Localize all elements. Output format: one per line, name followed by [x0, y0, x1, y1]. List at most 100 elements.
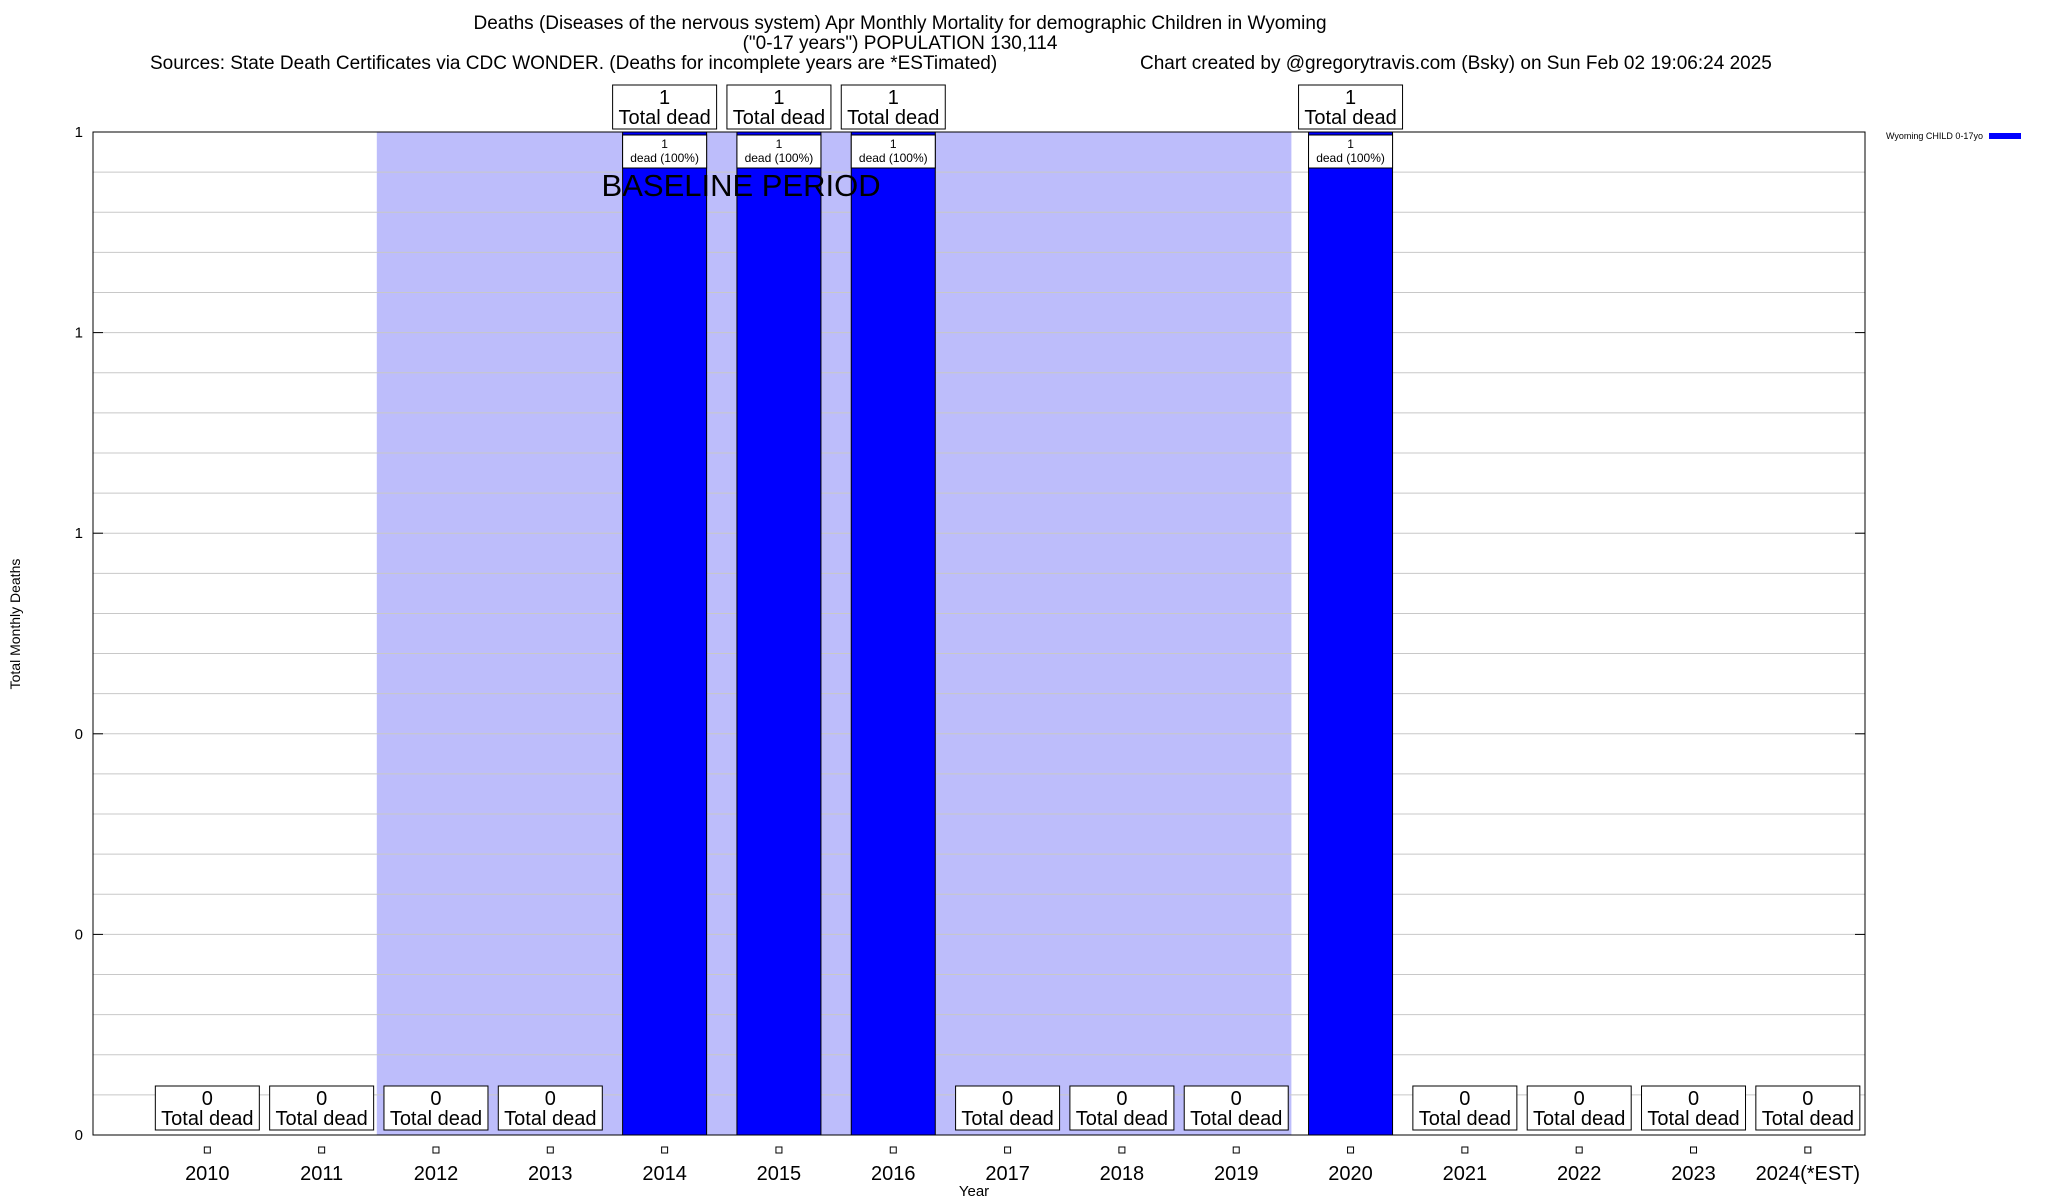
plot-frame — [92, 131, 1866, 1136]
bar-label-text: dead (100%) — [859, 151, 928, 165]
bar — [850, 131, 936, 1136]
bar-label-value: 1 — [661, 137, 668, 151]
total-label-box — [1183, 1085, 1289, 1131]
total-label-value: 1 — [659, 87, 670, 109]
total-label-value: 0 — [316, 1088, 327, 1110]
total-label-text: Total dead — [390, 1108, 482, 1130]
total-label-box — [1641, 1085, 1747, 1131]
total-label-box — [269, 1085, 375, 1131]
total-label-value: 0 — [1802, 1088, 1813, 1110]
x-tick-label: 2012 — [414, 1163, 459, 1185]
total-label-text: Total dead — [504, 1108, 596, 1130]
x-tick-label: 2014 — [642, 1163, 687, 1185]
x-tick-marker — [1690, 1146, 1698, 1154]
total-label-box — [1298, 84, 1404, 130]
x-tick-marker — [1118, 1146, 1126, 1154]
chart-subtitle: ("0-17 years") POPULATION 130,114 — [742, 33, 1058, 54]
total-label-box — [383, 1085, 489, 1131]
x-tick-marker — [1804, 1146, 1812, 1154]
legend-label: Wyoming CHILD 0-17yo — [1886, 131, 1983, 141]
total-label-text: Total dead — [1647, 1108, 1739, 1130]
x-tick-label: 2020 — [1328, 1163, 1373, 1185]
bar-label-value: 1 — [890, 137, 897, 151]
bar-label-box — [622, 134, 708, 169]
total-label-value: 0 — [545, 1088, 556, 1110]
bar-label-box — [1308, 134, 1394, 169]
total-label-value: 0 — [1459, 1088, 1470, 1110]
total-label-box — [726, 84, 832, 130]
y-axis-title: Total Monthly Deaths — [7, 558, 23, 690]
bar-label-value: 1 — [776, 137, 783, 151]
total-label-value: 0 — [430, 1088, 441, 1110]
total-label-text: Total dead — [1533, 1108, 1625, 1130]
total-label-text: Total dead — [1304, 107, 1396, 129]
total-label-box — [840, 84, 946, 130]
x-tick-label: 2013 — [528, 1163, 573, 1185]
total-label-value: 0 — [1116, 1088, 1127, 1110]
total-label-text: Total dead — [161, 1108, 253, 1130]
total-label-box — [1412, 1085, 1518, 1131]
x-tick-marker — [432, 1146, 440, 1154]
total-label-value: 1 — [1345, 87, 1356, 109]
x-tick-label: 2021 — [1443, 1163, 1488, 1185]
credit-note: Chart created by @gregorytravis.com (Bsk… — [1140, 53, 1772, 74]
baseline-label: BASELINE PERIOD — [602, 168, 881, 203]
baseline-region — [376, 132, 1292, 1135]
x-tick-marker — [1347, 1146, 1355, 1154]
chart-title: Deaths (Diseases of the nervous system) … — [473, 13, 1327, 34]
total-label-box — [1526, 1085, 1632, 1131]
x-tick-label: 2016 — [871, 1163, 916, 1185]
x-tick-label: 2010 — [185, 1163, 230, 1185]
y-tick-label: 1 — [75, 525, 83, 542]
total-label-text: Total dead — [618, 107, 710, 129]
x-tick-marker — [203, 1146, 211, 1154]
bar — [1308, 131, 1394, 1136]
total-label-value: 1 — [888, 87, 899, 109]
total-label-text: Total dead — [275, 1108, 367, 1130]
total-label-text: Total dead — [1076, 1108, 1168, 1130]
total-label-box — [154, 1085, 260, 1131]
total-label-box — [612, 84, 718, 130]
bar-label-text: dead (100%) — [1316, 151, 1385, 165]
total-label-value: 0 — [202, 1088, 213, 1110]
total-label-box — [497, 1085, 603, 1131]
total-label-value: 0 — [1231, 1088, 1242, 1110]
x-tick-marker — [318, 1146, 326, 1154]
bar-label-box — [736, 134, 822, 169]
x-tick-label: 2015 — [757, 1163, 802, 1185]
source-note: Sources: State Death Certificates via CD… — [150, 53, 998, 74]
x-tick-label: 2022 — [1557, 1163, 1602, 1185]
x-tick-label: 2017 — [985, 1163, 1030, 1185]
total-label-value: 1 — [773, 87, 784, 109]
x-axis-title: Year — [959, 1183, 989, 1200]
total-label-text: Total dead — [847, 107, 939, 129]
total-label-value: 0 — [1688, 1088, 1699, 1110]
total-label-value: 0 — [1002, 1088, 1013, 1110]
total-label-text: Total dead — [1190, 1108, 1282, 1130]
total-label-text: Total dead — [1419, 1108, 1511, 1130]
x-tick-marker — [546, 1146, 554, 1154]
x-tick-marker — [1461, 1146, 1469, 1154]
bar-label-text: dead (100%) — [745, 151, 814, 165]
x-tick-marker — [1004, 1146, 1012, 1154]
y-tick-label: 0 — [75, 926, 83, 943]
total-label-value: 0 — [1574, 1088, 1585, 1110]
y-tick-label: 0 — [75, 726, 83, 743]
total-label-box — [955, 1085, 1061, 1131]
x-tick-label: 2011 — [300, 1163, 343, 1185]
legend-swatch — [1988, 133, 2021, 139]
total-label-text: Total dead — [1762, 1108, 1854, 1130]
bar-label-text: dead (100%) — [630, 151, 699, 165]
x-tick-label: 2024(*EST) — [1756, 1163, 1861, 1185]
y-tick-label: 1 — [75, 325, 83, 342]
x-tick-marker — [889, 1146, 897, 1154]
y-tick-label: 0 — [75, 1127, 83, 1144]
x-tick-marker — [775, 1146, 783, 1154]
x-tick-marker — [1575, 1146, 1583, 1154]
total-label-text: Total dead — [961, 1108, 1053, 1130]
bar-label-value: 1 — [1347, 137, 1354, 151]
legend: Wyoming CHILD 0-17yo — [1886, 131, 2021, 141]
x-tick-label: 2018 — [1100, 1163, 1145, 1185]
x-tick-label: 2023 — [1671, 1163, 1716, 1185]
